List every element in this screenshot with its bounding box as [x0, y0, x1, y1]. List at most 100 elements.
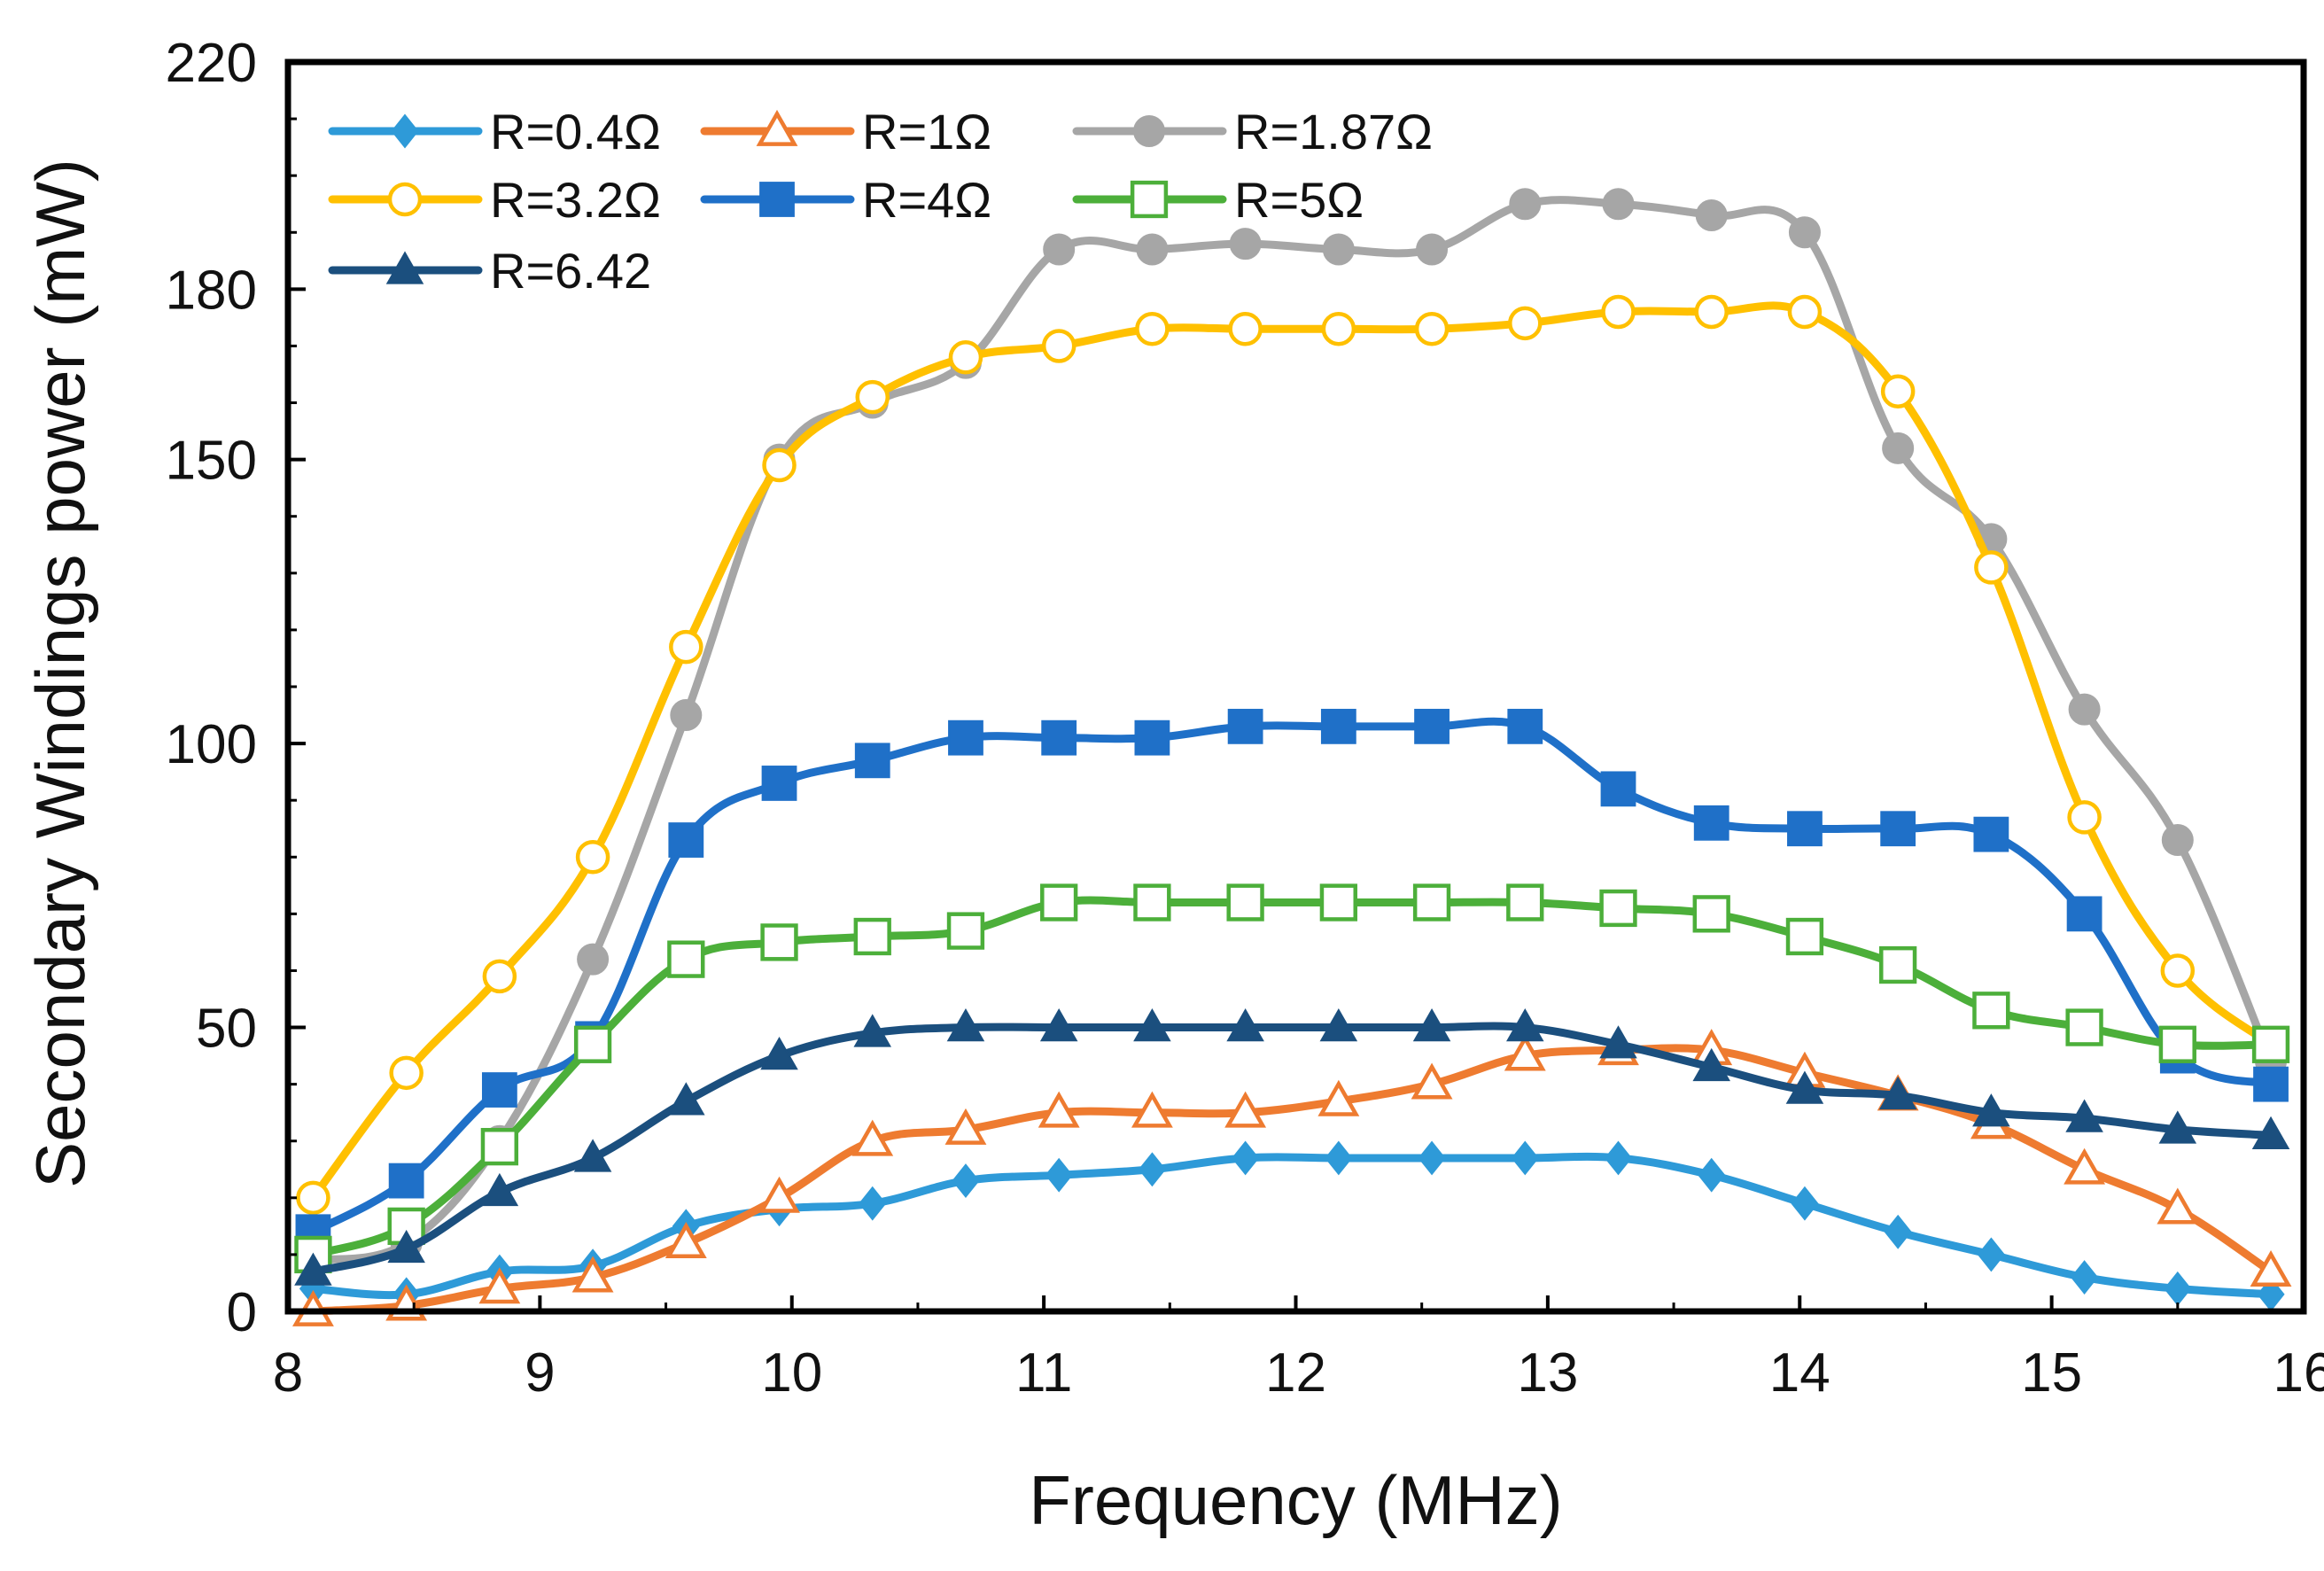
data-point	[571, 1256, 614, 1293]
data-point	[859, 1186, 887, 1221]
data-point	[1229, 228, 1262, 261]
data-point	[1038, 1091, 1080, 1128]
series-line	[308, 1152, 2275, 1300]
data-point	[761, 766, 797, 801]
data-point	[1507, 708, 1543, 744]
data-point	[1043, 233, 1076, 266]
data-point	[1133, 883, 1171, 922]
x-tick-label: 15	[2021, 1342, 2082, 1404]
data-point	[1041, 329, 1077, 363]
data-point	[387, 1229, 425, 1264]
legend-item: R=1Ω	[700, 104, 991, 159]
data-point	[1325, 1140, 1353, 1176]
legend-item: R=5Ω	[1072, 172, 1364, 228]
series-1	[292, 1029, 2292, 1326]
series-line	[308, 896, 2275, 1259]
legend-item: R=3.2Ω	[328, 172, 661, 228]
data-point	[1414, 708, 1450, 744]
data-point	[1317, 1079, 1360, 1116]
data-point	[575, 840, 610, 875]
data-point	[2066, 896, 2102, 932]
data-point	[478, 1267, 521, 1304]
legend-marker	[759, 182, 795, 217]
data-point	[296, 1180, 330, 1216]
legend-marker	[391, 113, 419, 149]
data-point	[1504, 1034, 1546, 1071]
data-point	[573, 1139, 612, 1172]
legend-label: R=4Ω	[862, 172, 991, 228]
data-point	[1411, 1062, 1453, 1100]
data-point	[2253, 1066, 2289, 1102]
legend-marker	[1130, 180, 1169, 219]
data-point	[758, 1176, 800, 1213]
data-point	[2158, 1025, 2196, 1063]
data-point	[1506, 883, 1544, 922]
data-point	[389, 1055, 424, 1091]
data-point	[2251, 1116, 2290, 1149]
data-point	[1791, 1186, 1819, 1221]
data-point	[1136, 233, 1169, 266]
x-tick-label: 8	[273, 1342, 303, 1404]
data-point	[1787, 294, 1823, 330]
x-tick-label: 16	[2273, 1342, 2324, 1404]
series-layer	[292, 188, 2292, 1326]
data-point	[2157, 1187, 2199, 1225]
data-point	[1138, 1152, 1166, 1187]
data-point	[388, 1163, 424, 1199]
data-point	[1692, 1047, 1730, 1082]
data-point	[1412, 1007, 1451, 1042]
data-point	[2064, 1147, 2106, 1185]
data-point	[2068, 693, 2101, 726]
data-point	[1787, 811, 1823, 847]
data-point	[1039, 1007, 1078, 1042]
y-tick-label: 220	[166, 33, 257, 94]
data-point	[1319, 1007, 1358, 1042]
data-point	[1133, 1007, 1171, 1042]
legend-item: R=1.87Ω	[1072, 104, 1433, 159]
series-3	[296, 294, 2289, 1216]
legend-marker	[756, 109, 798, 146]
data-point	[1882, 432, 1915, 464]
data-point	[1599, 889, 1637, 928]
legend-marker	[385, 251, 424, 284]
data-point	[1880, 374, 1916, 408]
data-point	[1416, 233, 1449, 266]
y-tick-label: 100	[166, 714, 257, 775]
data-point	[1319, 883, 1357, 922]
data-point	[1972, 992, 2010, 1030]
y-axis-title: Secondary Windings power (mW)	[21, 159, 99, 1188]
series-4	[295, 708, 2289, 1250]
data-point	[1226, 883, 1264, 922]
data-point	[1599, 1025, 1637, 1059]
data-point	[851, 1119, 894, 1156]
data-point	[667, 1082, 705, 1116]
data-point	[1224, 1091, 1267, 1128]
data-point	[665, 1222, 707, 1259]
data-point	[2250, 1250, 2292, 1287]
legend-label: R=1Ω	[862, 104, 991, 159]
data-point	[2065, 1099, 2103, 1132]
x-tick-label: 11	[1015, 1342, 1072, 1404]
legend-marker	[1133, 115, 1165, 147]
data-point	[481, 1072, 517, 1108]
data-point	[1692, 895, 1730, 933]
data-point	[1508, 306, 1543, 341]
data-point	[944, 1108, 987, 1145]
data-point	[1600, 771, 1636, 807]
legend-item: R=0.4Ω	[328, 104, 661, 159]
data-point	[1320, 708, 1356, 744]
data-point	[1506, 1007, 1544, 1042]
data-point	[2160, 953, 2196, 988]
legend-label: R=3.2Ω	[490, 172, 661, 228]
data-point	[1414, 311, 1450, 346]
data-point	[480, 1127, 519, 1166]
data-point	[760, 1037, 798, 1070]
data-point	[1232, 1140, 1260, 1176]
data-point	[1131, 1091, 1173, 1128]
data-point	[1693, 805, 1729, 841]
data-point	[946, 1007, 985, 1042]
data-point	[294, 1252, 332, 1286]
data-point	[2251, 1025, 2290, 1063]
data-point	[1878, 1076, 1917, 1110]
data-point	[762, 447, 797, 483]
